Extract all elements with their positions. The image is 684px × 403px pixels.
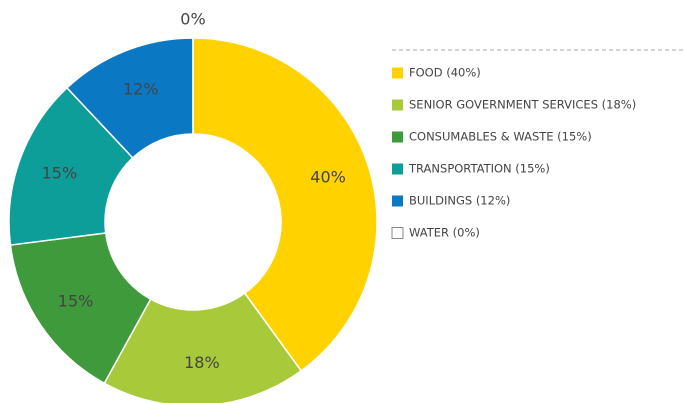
legend-swatch <box>392 131 403 143</box>
legend-swatch <box>391 227 404 239</box>
data-label: 15% <box>42 163 78 182</box>
slice <box>9 232 152 385</box>
legend-label: SENIOR GOVERNMENT SERVICES (18%) <box>409 98 636 112</box>
slice <box>192 37 378 372</box>
legend-label: WATER (0%) <box>409 226 480 240</box>
legend-swatch <box>392 195 403 207</box>
legend-label: FOOD (40%) <box>409 66 481 80</box>
data-label: 15% <box>58 291 94 310</box>
legend-swatch <box>392 163 403 175</box>
legend-swatch <box>392 67 403 79</box>
legend-label: TRANSPORTATION (15%) <box>408 162 550 176</box>
legend-swatch <box>392 99 403 111</box>
slice <box>103 292 303 403</box>
data-label: 12% <box>123 79 159 98</box>
legend-label: BUILDINGS (12%) <box>409 194 510 208</box>
data-label: 0% <box>180 10 205 29</box>
data-label: 18% <box>184 353 220 372</box>
slice <box>8 86 134 246</box>
data-label: 40% <box>310 168 346 187</box>
legend-label: CONSUMABLES & WASTE (15%) <box>409 130 592 144</box>
